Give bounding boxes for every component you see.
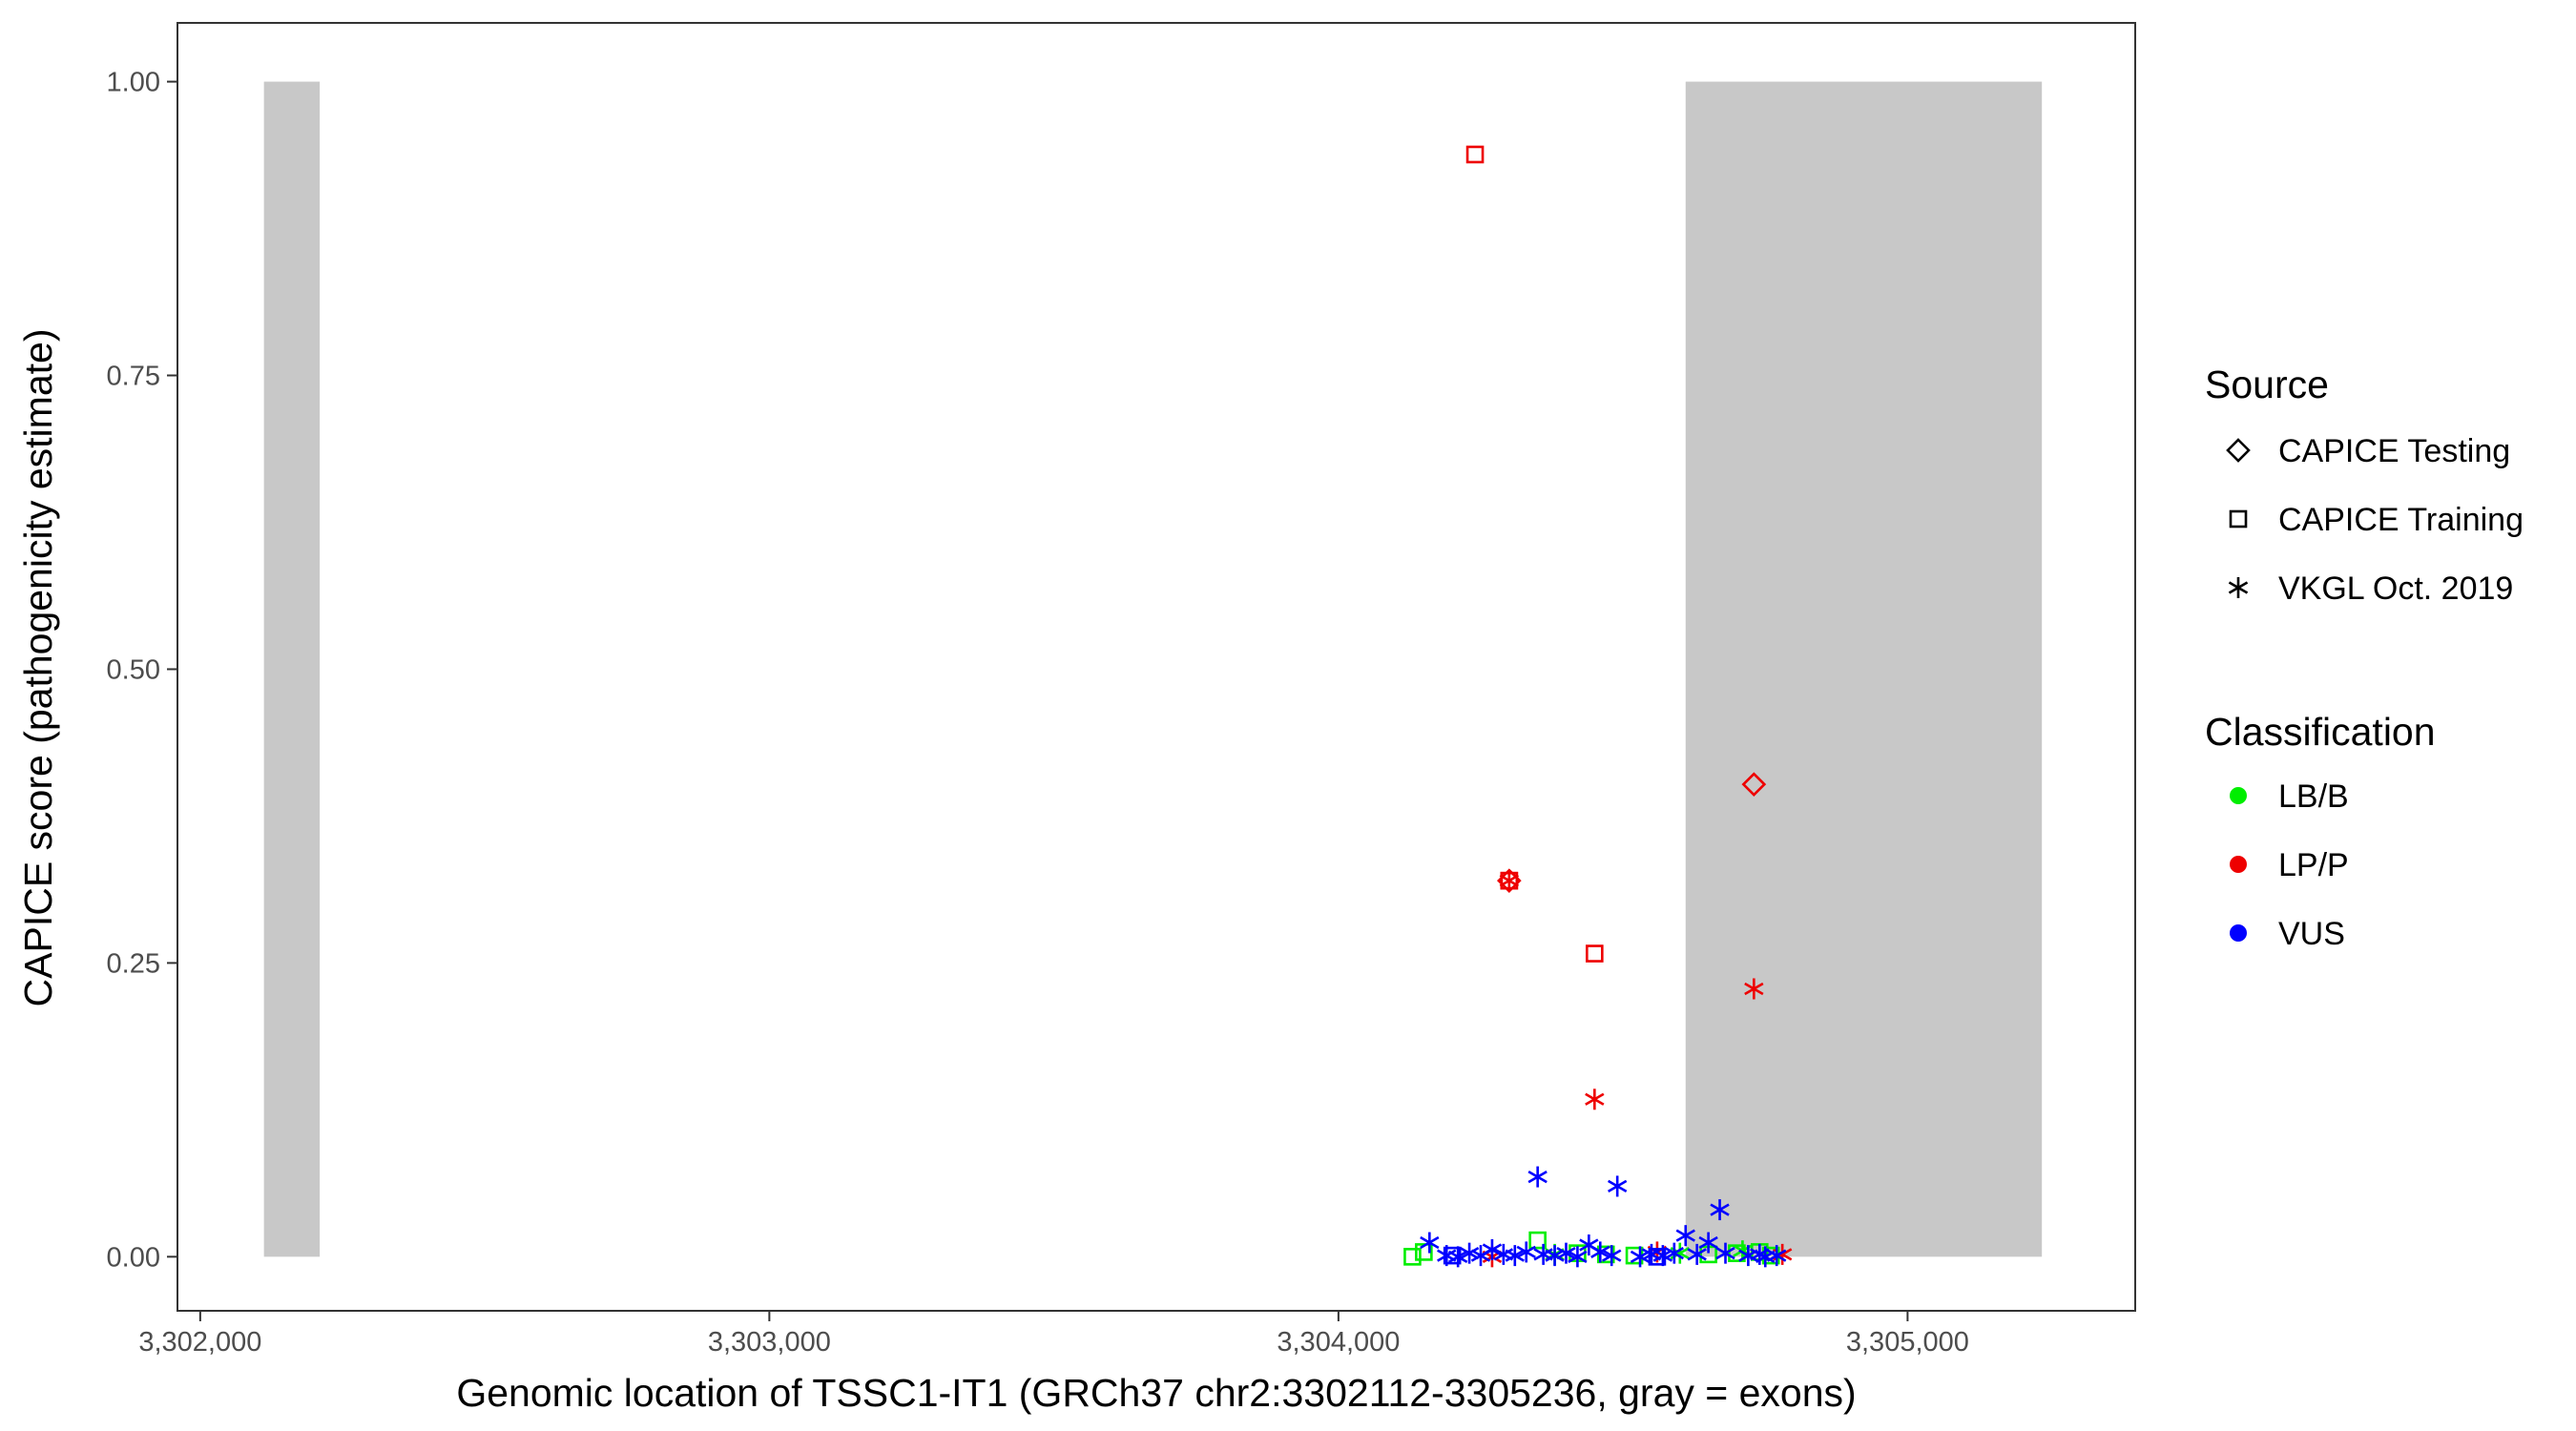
legend-key-dot-icon <box>2230 856 2247 873</box>
x-axis-title: Genomic location of TSSC1-IT1 (GRCh37 ch… <box>456 1371 1856 1415</box>
data-point-vkgl-oct-2019-vus <box>1482 1238 1503 1260</box>
data-point-vkgl-oct-2019-vus <box>1675 1225 1695 1247</box>
data-point-capice-training-lb-b <box>1415 1243 1433 1261</box>
data-point-capice-training-lp-p <box>1586 944 1604 963</box>
data-point-capice-training-lb-b <box>1528 1231 1547 1250</box>
y-tick-label: 0.00 <box>107 1242 160 1273</box>
exon-region-2 <box>1685 81 2043 1257</box>
legend-key-diamond-icon <box>2226 438 2251 463</box>
legend-class-items: LB/B LP/P VUS <box>2230 778 2349 952</box>
data-point-vkgl-oct-2019-lp-p <box>1585 1089 1605 1110</box>
y-tick-label: 1.00 <box>107 68 160 98</box>
exon-regions <box>263 81 2043 1257</box>
legend-key-dot-icon <box>2230 787 2247 804</box>
data-point-vkgl-oct-2019-vus <box>1420 1232 1440 1254</box>
data-point-capice-training-vus <box>1443 1246 1462 1265</box>
data-point-vkgl-oct-2019-vus <box>1710 1199 1730 1221</box>
data-point-vkgl-oct-2019-vus <box>1459 1242 1480 1264</box>
data-point-capice-training-vus <box>1648 1248 1667 1266</box>
data-point-vkgl-oct-2019-vus <box>1505 1245 1525 1267</box>
data-point-vkgl-oct-2019-vus <box>1607 1175 1628 1197</box>
legend-key-dot-icon <box>2230 924 2247 942</box>
x-tick-label: 3,304,000 <box>1277 1327 1400 1358</box>
data-point-vkgl-oct-2019-vus <box>1568 1246 1588 1268</box>
legend-label: VUS <box>2278 916 2345 952</box>
y-tick-label: 0.50 <box>107 654 160 685</box>
legend-label: LB/B <box>2278 778 2349 815</box>
data-point-vkgl-oct-2019-vus <box>1767 1245 1787 1267</box>
data-point-capice-testing-lp-p <box>1741 772 1767 798</box>
data-point-vkgl-oct-2019-vus <box>1527 1166 1548 1188</box>
legend-title-source: Source <box>2205 363 2329 406</box>
x-tick-label: 3,303,000 <box>708 1327 831 1358</box>
legend-key-asterisk-icon <box>2228 577 2249 598</box>
data-point-vkgl-oct-2019-vus <box>1630 1246 1651 1268</box>
y-axis-title: CAPICE score (pathogenicity estimate) <box>16 329 60 1007</box>
data-point-vkgl-oct-2019-vus <box>1556 1242 1576 1264</box>
data-point-capice-training-lb-b <box>1403 1248 1422 1266</box>
data-point-vkgl-oct-2019-vus <box>1698 1232 1718 1254</box>
y-tick-label: 0.25 <box>107 948 160 979</box>
data-point-capice-training-lp-p <box>1465 145 1485 164</box>
legend-label: VKGL Oct. 2019 <box>2278 570 2513 607</box>
y-tick-label: 0.75 <box>107 362 160 392</box>
data-point-vkgl-oct-2019-vus <box>1687 1243 1707 1265</box>
exon-region-1 <box>263 81 321 1257</box>
legend-title-classification: Classification <box>2205 710 2436 754</box>
legend-label: LP/P <box>2278 847 2349 883</box>
x-tick-label: 3,302,000 <box>138 1327 261 1358</box>
data-point-vkgl-oct-2019-lp-p <box>1744 978 1764 1000</box>
legend-key-square-icon <box>2229 509 2248 529</box>
data-point-vkgl-oct-2019-vus <box>1516 1241 1536 1263</box>
legend-label: CAPICE Training <box>2278 502 2524 538</box>
legend-label: CAPICE Testing <box>2278 433 2510 469</box>
x-tick-label: 3,305,000 <box>1846 1327 1969 1358</box>
data-point-vkgl-oct-2019-vus <box>1715 1242 1735 1264</box>
y-axis: 0.00 0.25 0.50 0.75 1.00 <box>107 68 177 1273</box>
legend-source-items: CAPICE Testing CAPICE Training VKGL Oct. 2… <box>2226 433 2524 607</box>
data-point-vkgl-oct-2019-vus <box>1545 1245 1565 1267</box>
data-point-vkgl-oct-2019-lp-p <box>1499 870 1520 892</box>
data-point-vkgl-oct-2019-vus <box>1590 1241 1610 1263</box>
data-points <box>1403 145 1793 1268</box>
legend: Source CAPICE Testing CAPICE Training VKGL… <box>2205 363 2524 952</box>
data-point-vkgl-oct-2019-vus <box>1602 1245 1622 1267</box>
x-axis: 3,302,000 3,303,000 3,304,000 3,305,000 <box>138 1311 1969 1358</box>
data-point-vkgl-oct-2019-vus <box>1664 1242 1685 1264</box>
plot-panel-border <box>177 22 2136 1312</box>
